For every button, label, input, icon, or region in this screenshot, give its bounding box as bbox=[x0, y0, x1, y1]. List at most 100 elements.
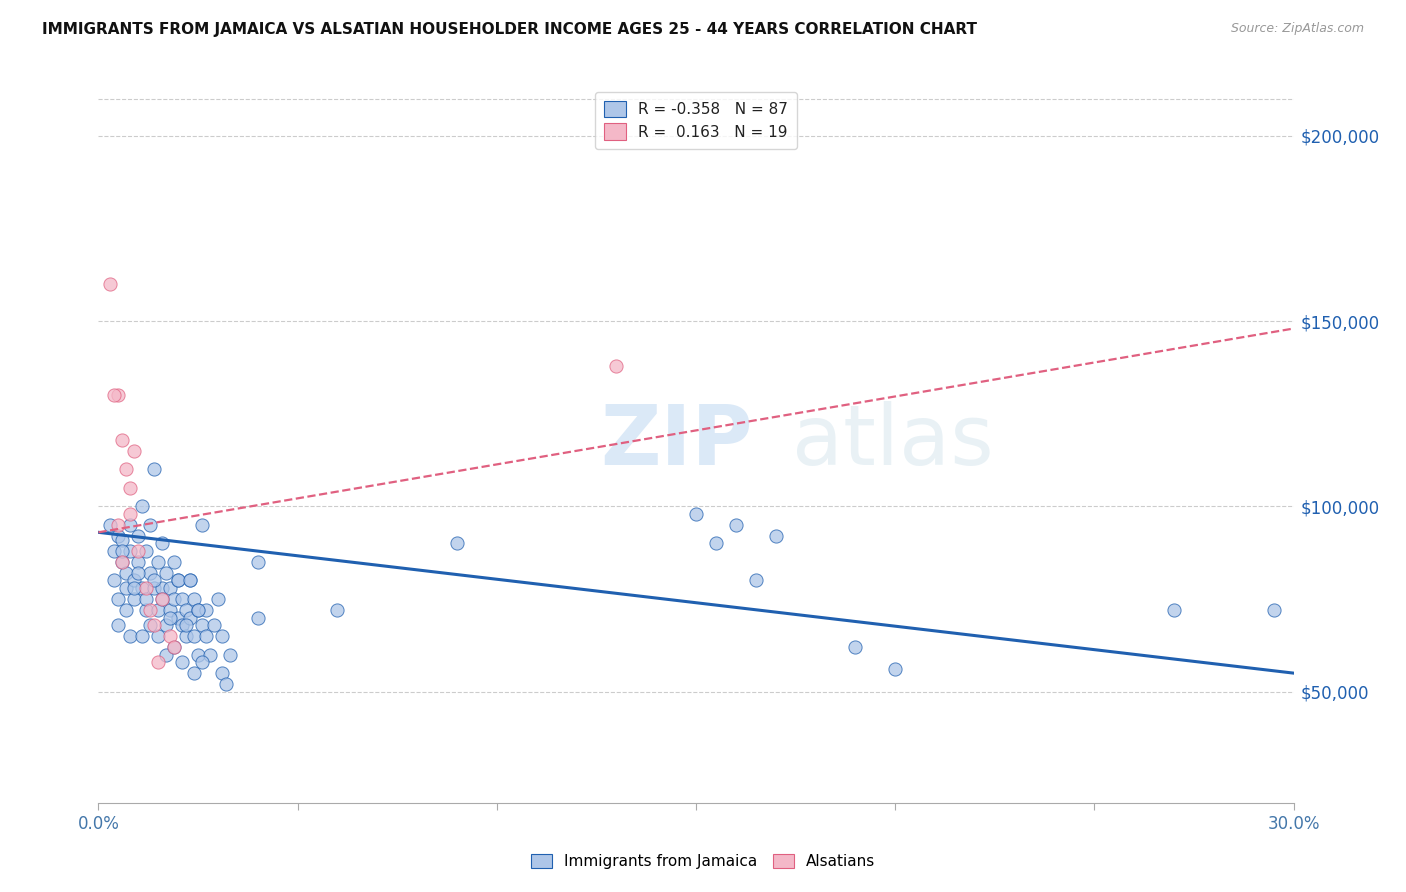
Point bbox=[150, 536, 173, 550]
Point bbox=[148, 555, 170, 569]
Point bbox=[198, 648, 221, 662]
Point bbox=[139, 517, 162, 532]
Point bbox=[187, 603, 209, 617]
Point bbox=[685, 507, 707, 521]
Point bbox=[172, 592, 194, 607]
Point bbox=[120, 507, 142, 521]
Point bbox=[1263, 603, 1285, 617]
Text: atlas: atlas bbox=[792, 401, 993, 482]
Point bbox=[211, 666, 233, 681]
Point bbox=[163, 640, 186, 655]
Legend: Immigrants from Jamaica, Alsatians: Immigrants from Jamaica, Alsatians bbox=[524, 847, 882, 875]
Point bbox=[124, 581, 146, 595]
Point bbox=[183, 592, 205, 607]
Point bbox=[163, 555, 186, 569]
Point bbox=[107, 388, 129, 402]
Point bbox=[704, 536, 727, 550]
Text: ZIP: ZIP bbox=[600, 401, 752, 482]
Point bbox=[187, 648, 209, 662]
Point bbox=[195, 629, 218, 643]
Point bbox=[167, 574, 190, 588]
Point bbox=[446, 536, 468, 550]
Point bbox=[219, 648, 242, 662]
Point bbox=[120, 544, 142, 558]
Point bbox=[167, 574, 190, 588]
Point bbox=[135, 581, 157, 595]
Point bbox=[143, 618, 166, 632]
Point bbox=[179, 610, 201, 624]
Point bbox=[107, 517, 129, 532]
Point bbox=[724, 517, 747, 532]
Point bbox=[745, 574, 768, 588]
Point bbox=[135, 592, 157, 607]
Point bbox=[159, 581, 181, 595]
Point bbox=[127, 544, 149, 558]
Point bbox=[127, 529, 149, 543]
Point bbox=[148, 629, 170, 643]
Point bbox=[135, 544, 157, 558]
Point bbox=[111, 433, 134, 447]
Point bbox=[139, 566, 162, 580]
Point bbox=[211, 629, 233, 643]
Point bbox=[765, 529, 787, 543]
Point bbox=[179, 574, 201, 588]
Point bbox=[131, 629, 153, 643]
Point bbox=[246, 610, 269, 624]
Point bbox=[143, 574, 166, 588]
Point bbox=[150, 592, 173, 607]
Point bbox=[191, 517, 214, 532]
Point bbox=[155, 648, 177, 662]
Point bbox=[124, 592, 146, 607]
Point bbox=[191, 618, 214, 632]
Point bbox=[103, 544, 125, 558]
Point bbox=[159, 603, 181, 617]
Point bbox=[326, 603, 349, 617]
Point bbox=[172, 655, 194, 669]
Point bbox=[143, 581, 166, 595]
Point bbox=[120, 481, 142, 495]
Point bbox=[139, 618, 162, 632]
Point bbox=[115, 603, 138, 617]
Point bbox=[167, 610, 190, 624]
Point bbox=[139, 603, 162, 617]
Point bbox=[148, 603, 170, 617]
Point bbox=[107, 592, 129, 607]
Point bbox=[103, 574, 125, 588]
Point bbox=[111, 544, 134, 558]
Point bbox=[163, 640, 186, 655]
Point bbox=[124, 574, 146, 588]
Point bbox=[98, 517, 122, 532]
Point bbox=[187, 603, 209, 617]
Point bbox=[159, 629, 181, 643]
Text: Source: ZipAtlas.com: Source: ZipAtlas.com bbox=[1230, 22, 1364, 36]
Point bbox=[207, 592, 229, 607]
Point bbox=[183, 629, 205, 643]
Point bbox=[115, 566, 138, 580]
Point bbox=[135, 603, 157, 617]
Point bbox=[191, 655, 214, 669]
Point bbox=[98, 277, 122, 291]
Point bbox=[155, 618, 177, 632]
Point bbox=[179, 574, 201, 588]
Point bbox=[107, 529, 129, 543]
Point bbox=[155, 566, 177, 580]
Point bbox=[195, 603, 218, 617]
Point bbox=[124, 443, 146, 458]
Point bbox=[215, 677, 238, 691]
Point bbox=[115, 581, 138, 595]
Point bbox=[111, 555, 134, 569]
Text: IMMIGRANTS FROM JAMAICA VS ALSATIAN HOUSEHOLDER INCOME AGES 25 - 44 YEARS CORREL: IMMIGRANTS FROM JAMAICA VS ALSATIAN HOUS… bbox=[42, 22, 977, 37]
Point bbox=[143, 462, 166, 476]
Point bbox=[111, 533, 134, 547]
Point bbox=[163, 592, 186, 607]
Legend: R = -0.358   N = 87, R =  0.163   N = 19: R = -0.358 N = 87, R = 0.163 N = 19 bbox=[595, 92, 797, 149]
Point bbox=[183, 666, 205, 681]
Point bbox=[103, 388, 125, 402]
Point bbox=[115, 462, 138, 476]
Point bbox=[148, 655, 170, 669]
Point bbox=[1163, 603, 1185, 617]
Point bbox=[246, 555, 269, 569]
Point bbox=[131, 581, 153, 595]
Point bbox=[120, 517, 142, 532]
Point bbox=[172, 618, 194, 632]
